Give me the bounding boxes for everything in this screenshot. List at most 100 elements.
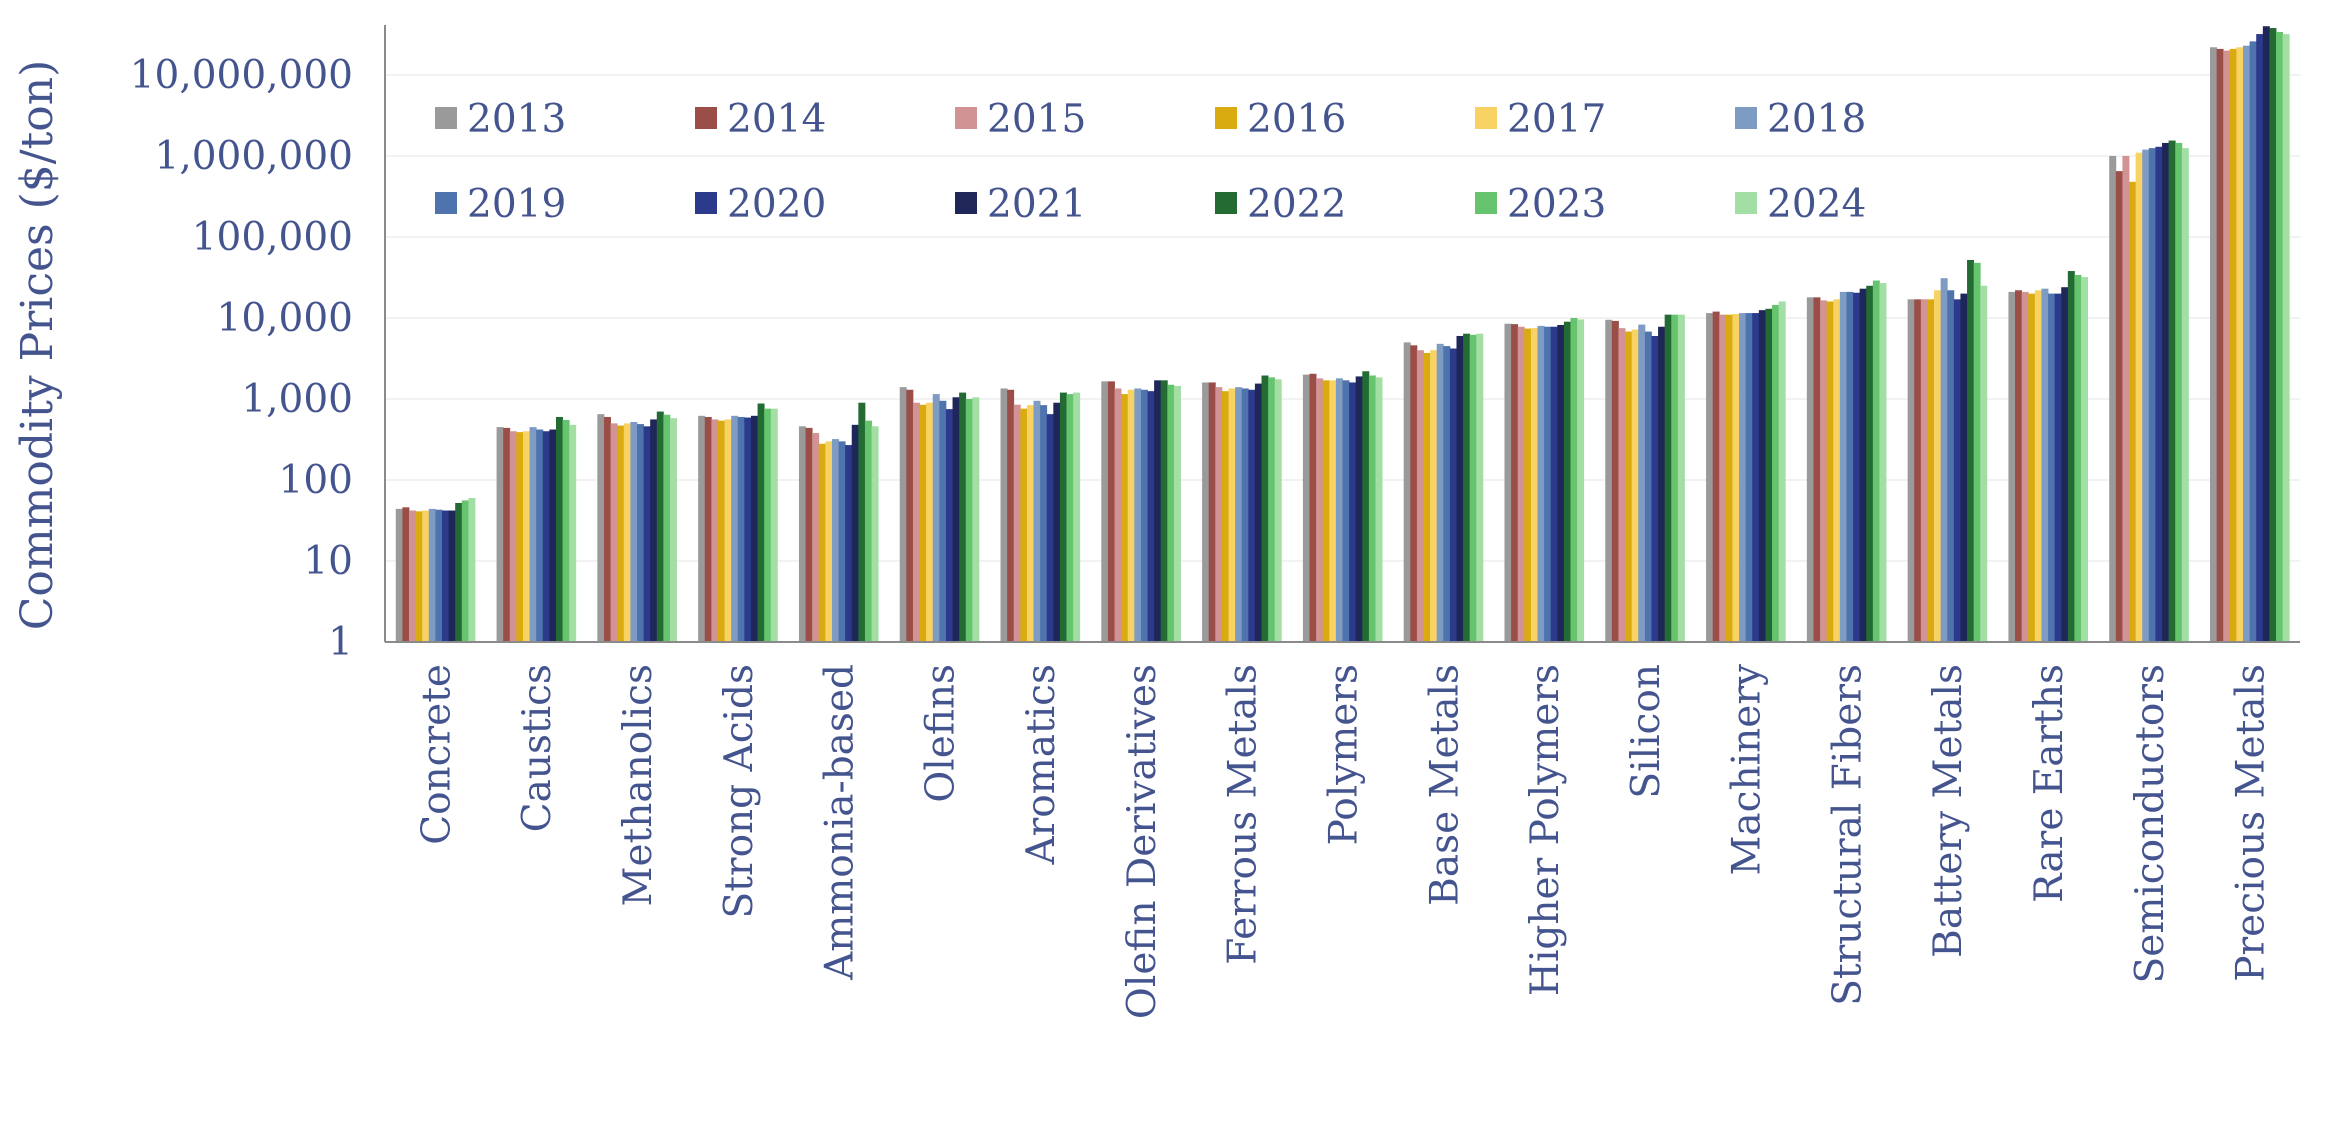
bar-2024 <box>1577 319 1585 642</box>
bar-2018 <box>1537 325 1545 642</box>
bar-2014 <box>1611 320 1619 642</box>
bar-2019 <box>1241 388 1249 642</box>
bar-2014 <box>1107 381 1115 642</box>
bar-2021 <box>1658 326 1666 642</box>
bar-2022 <box>1866 285 1874 642</box>
bar-2019 <box>1544 326 1552 642</box>
bar-2013 <box>698 415 706 642</box>
bar-2015 <box>1517 326 1525 642</box>
legend-item: 2020 <box>695 182 826 227</box>
legend-label: 2013 <box>467 97 566 142</box>
bar-2021 <box>851 424 859 642</box>
legend-label: 2024 <box>1767 182 1866 227</box>
bar-2015 <box>1316 378 1324 642</box>
y-tick-label: 100 <box>279 458 353 503</box>
bar-2016 <box>415 511 423 642</box>
y-tick-labels: 1 10 100 1,000 10,000 100,000 1,000,000 10,000,… <box>130 53 353 665</box>
bar-2015 <box>711 419 719 642</box>
bar-2024 <box>1879 283 1887 642</box>
bar-2017 <box>522 431 530 642</box>
bar-2019 <box>838 441 846 642</box>
bar-2018 <box>428 508 436 642</box>
bar-2016 <box>2129 181 2137 642</box>
bar-2024 <box>569 424 577 642</box>
bar-2016 <box>1020 408 1028 642</box>
bar-2019 <box>536 429 544 642</box>
bar-2018 <box>2142 149 2150 642</box>
bar-2019 <box>1140 389 1148 642</box>
legend-item: 2016 <box>1215 97 1346 142</box>
legend-item: 2017 <box>1475 97 1606 142</box>
bar-2014 <box>1712 311 1720 642</box>
bar-2018 <box>1335 378 1343 642</box>
bar-2014 <box>1914 299 1922 642</box>
x-tick-label: Olefin Derivatives <box>1120 664 1165 1019</box>
x-tick-label: Olefins <box>918 664 963 803</box>
bar-2022 <box>1664 314 1672 642</box>
bar-2020 <box>1953 299 1961 642</box>
bar-2016 <box>516 432 524 642</box>
bar-2017 <box>1530 328 1538 642</box>
legend-swatch <box>435 107 457 129</box>
bar-2022 <box>2067 271 2075 642</box>
bar-2023 <box>1772 304 1780 642</box>
bar-2019 <box>1947 290 1955 642</box>
x-tick-label: Semiconductors <box>2128 664 2173 983</box>
y-tick-label: 10 <box>303 539 353 584</box>
bar-2016 <box>1121 394 1129 642</box>
x-tick-label: Higher Polymers <box>1523 664 1568 996</box>
bar-2017 <box>1127 389 1135 642</box>
bar-2020 <box>542 431 550 642</box>
bar-2024 <box>1980 285 1988 642</box>
bar-2018 <box>1033 400 1041 642</box>
legend-swatch <box>1735 192 1757 214</box>
bar-2024 <box>1476 333 1484 642</box>
bar-2023 <box>1872 280 1880 642</box>
bar-2019 <box>2048 293 2056 642</box>
bar-2021 <box>2162 142 2170 642</box>
bar-2022 <box>2269 28 2277 643</box>
bar-2017 <box>1026 405 1034 642</box>
bar-2019 <box>435 509 443 642</box>
bar-2014 <box>2015 290 2023 642</box>
bar-2017 <box>1934 290 1942 642</box>
legend-swatch <box>1475 107 1497 129</box>
y-tick-label: 1,000 <box>241 377 353 422</box>
bar-2015 <box>1215 387 1223 642</box>
bar-2018 <box>1940 278 1948 642</box>
bar-2013 <box>2008 291 2016 642</box>
bar-2013 <box>899 387 907 642</box>
bar-2022 <box>1160 380 1168 642</box>
bar-2018 <box>1436 343 1444 642</box>
x-tick-label: Ammonia-based <box>818 664 863 981</box>
legend-swatch <box>955 107 977 129</box>
legend-swatch <box>695 192 717 214</box>
bars <box>395 26 2290 643</box>
bar-2023 <box>1167 384 1175 642</box>
bar-2023 <box>1570 318 1578 642</box>
bar-2017 <box>1631 329 1639 642</box>
bar-2013 <box>2210 47 2218 642</box>
bar-2020 <box>1651 335 1659 642</box>
bar-2016 <box>1725 314 1733 642</box>
bar-2022 <box>858 402 866 642</box>
bar-2013 <box>1000 388 1008 642</box>
legend-item: 2024 <box>1735 182 1866 227</box>
x-tick-label: Precious Metals <box>2229 664 2274 982</box>
bar-2024 <box>2081 277 2089 642</box>
y-axis-title: Commodity Prices ($/ton) <box>12 60 63 630</box>
bar-2023 <box>965 399 973 642</box>
bar-2016 <box>2028 293 2036 642</box>
bar-2021 <box>2061 287 2069 642</box>
bar-2017 <box>623 423 631 642</box>
bar-2015 <box>509 431 517 642</box>
bar-2024 <box>669 418 677 642</box>
x-tick-label: Structural Fibers <box>1825 664 1870 1006</box>
bar-2014 <box>1208 382 1216 642</box>
bar-2013 <box>1504 323 1512 642</box>
bar-2020 <box>1752 313 1760 642</box>
bar-2019 <box>2148 148 2156 642</box>
x-tick-label: Rare Earths <box>2027 664 2072 903</box>
bar-2023 <box>1368 375 1376 642</box>
